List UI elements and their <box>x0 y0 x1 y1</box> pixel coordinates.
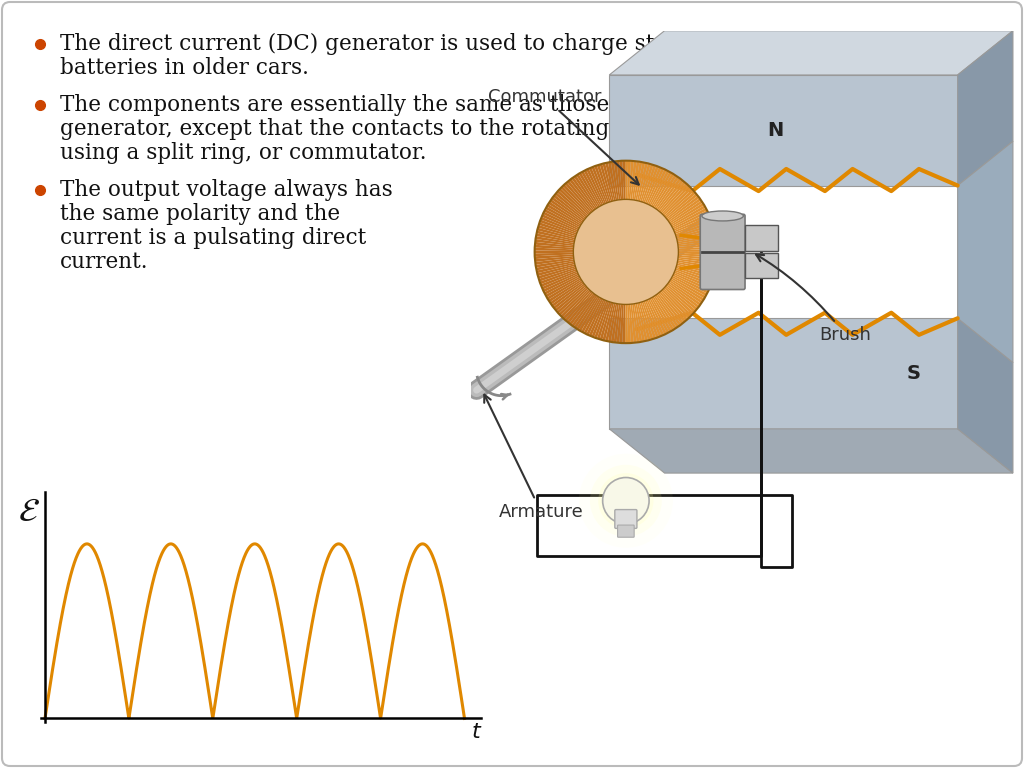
Polygon shape <box>541 270 578 287</box>
FancyBboxPatch shape <box>614 510 637 528</box>
Polygon shape <box>677 232 716 242</box>
Polygon shape <box>579 172 600 207</box>
Polygon shape <box>670 203 705 225</box>
Polygon shape <box>670 280 702 303</box>
Polygon shape <box>550 281 583 305</box>
Polygon shape <box>645 300 662 337</box>
Text: N: N <box>767 121 783 140</box>
Polygon shape <box>675 218 712 234</box>
Polygon shape <box>581 171 601 206</box>
Polygon shape <box>540 269 577 284</box>
Polygon shape <box>553 194 585 220</box>
Polygon shape <box>538 266 575 279</box>
Polygon shape <box>667 284 697 310</box>
Polygon shape <box>675 221 713 236</box>
Polygon shape <box>565 182 592 213</box>
Polygon shape <box>569 179 595 210</box>
Polygon shape <box>648 299 667 335</box>
Polygon shape <box>677 229 715 240</box>
Polygon shape <box>639 303 651 340</box>
Text: $\mathcal{E}$: $\mathcal{E}$ <box>18 496 40 528</box>
Polygon shape <box>672 208 707 228</box>
Polygon shape <box>632 161 640 200</box>
Polygon shape <box>543 273 579 293</box>
Polygon shape <box>629 161 634 200</box>
Polygon shape <box>653 296 677 329</box>
Polygon shape <box>616 161 623 200</box>
Polygon shape <box>623 304 626 343</box>
Polygon shape <box>676 265 714 277</box>
Text: Brush: Brush <box>756 254 871 344</box>
Polygon shape <box>600 303 612 340</box>
Polygon shape <box>649 298 670 333</box>
Polygon shape <box>662 290 690 319</box>
Polygon shape <box>540 220 577 235</box>
Polygon shape <box>669 282 701 306</box>
Polygon shape <box>639 164 651 201</box>
Polygon shape <box>592 300 607 337</box>
Polygon shape <box>675 270 712 286</box>
Polygon shape <box>592 167 607 204</box>
Polygon shape <box>589 300 606 336</box>
Polygon shape <box>656 178 681 210</box>
Polygon shape <box>678 260 716 269</box>
Polygon shape <box>627 161 631 200</box>
Text: current is a pulsating direct: current is a pulsating direct <box>60 227 367 249</box>
Polygon shape <box>652 296 675 331</box>
Circle shape <box>598 473 653 528</box>
Polygon shape <box>547 204 582 226</box>
Polygon shape <box>560 186 590 215</box>
Polygon shape <box>538 264 575 276</box>
Polygon shape <box>629 304 634 343</box>
Polygon shape <box>609 31 1013 75</box>
Polygon shape <box>560 289 590 318</box>
Polygon shape <box>653 174 677 208</box>
Polygon shape <box>550 199 583 223</box>
Polygon shape <box>573 175 597 209</box>
Polygon shape <box>555 193 586 219</box>
Polygon shape <box>643 301 659 338</box>
Polygon shape <box>643 166 659 203</box>
Polygon shape <box>577 174 599 208</box>
Polygon shape <box>634 303 642 342</box>
Polygon shape <box>671 205 706 227</box>
Polygon shape <box>581 298 601 333</box>
Polygon shape <box>537 230 574 241</box>
Polygon shape <box>555 285 586 311</box>
Polygon shape <box>559 188 588 217</box>
Polygon shape <box>673 210 709 230</box>
Polygon shape <box>957 318 1013 473</box>
Polygon shape <box>678 240 717 247</box>
Polygon shape <box>676 227 714 239</box>
Polygon shape <box>544 209 580 229</box>
Polygon shape <box>597 302 610 339</box>
Polygon shape <box>676 266 714 280</box>
Polygon shape <box>567 180 593 212</box>
Polygon shape <box>536 261 574 270</box>
Polygon shape <box>569 293 595 325</box>
Polygon shape <box>608 303 617 342</box>
Polygon shape <box>610 161 618 200</box>
Polygon shape <box>670 279 705 301</box>
Polygon shape <box>678 252 717 255</box>
Polygon shape <box>634 162 642 200</box>
Polygon shape <box>640 164 653 202</box>
Polygon shape <box>535 256 573 262</box>
FancyBboxPatch shape <box>700 214 745 290</box>
Polygon shape <box>551 197 584 221</box>
Polygon shape <box>562 290 591 319</box>
Polygon shape <box>674 213 710 231</box>
Polygon shape <box>571 294 596 327</box>
Polygon shape <box>655 295 679 328</box>
Polygon shape <box>667 194 697 220</box>
Ellipse shape <box>701 211 743 221</box>
Polygon shape <box>678 259 717 266</box>
Polygon shape <box>609 75 957 186</box>
Polygon shape <box>657 180 684 211</box>
Polygon shape <box>656 293 681 326</box>
Polygon shape <box>544 275 580 295</box>
Polygon shape <box>642 165 656 203</box>
Polygon shape <box>535 253 573 257</box>
Polygon shape <box>546 207 581 227</box>
